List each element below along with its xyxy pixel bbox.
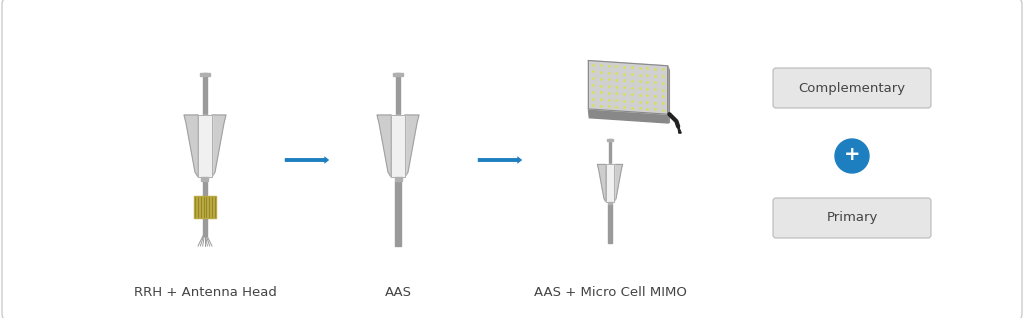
Bar: [394, 177, 401, 181]
Bar: [203, 73, 207, 115]
Polygon shape: [377, 115, 391, 177]
Bar: [608, 202, 612, 204]
Bar: [198, 115, 212, 177]
Text: +: +: [844, 146, 860, 164]
Bar: [203, 218, 208, 236]
Polygon shape: [597, 164, 606, 202]
Circle shape: [835, 139, 869, 173]
Polygon shape: [589, 60, 668, 114]
Bar: [200, 73, 210, 76]
FancyBboxPatch shape: [773, 198, 931, 238]
Bar: [608, 204, 611, 243]
Bar: [606, 164, 614, 202]
Polygon shape: [212, 115, 226, 177]
Bar: [202, 177, 209, 181]
Bar: [203, 181, 208, 196]
Bar: [396, 73, 399, 115]
Bar: [395, 181, 400, 246]
Bar: [609, 139, 611, 164]
Polygon shape: [589, 109, 669, 123]
Polygon shape: [406, 115, 419, 177]
Bar: [606, 164, 614, 202]
Polygon shape: [184, 115, 198, 177]
Text: Primary: Primary: [826, 211, 878, 225]
Bar: [198, 115, 212, 177]
Text: Complementary: Complementary: [799, 81, 905, 94]
Bar: [607, 139, 613, 141]
Text: AAS: AAS: [384, 286, 412, 299]
FancyBboxPatch shape: [773, 68, 931, 108]
Text: AAS + Micro Cell MIMO: AAS + Micro Cell MIMO: [534, 286, 686, 299]
Bar: [194, 196, 216, 218]
Text: RRH + Antenna Head: RRH + Antenna Head: [133, 286, 276, 299]
Bar: [391, 115, 406, 177]
Bar: [393, 73, 403, 76]
Polygon shape: [668, 66, 670, 123]
Polygon shape: [614, 164, 623, 202]
Bar: [391, 115, 406, 177]
